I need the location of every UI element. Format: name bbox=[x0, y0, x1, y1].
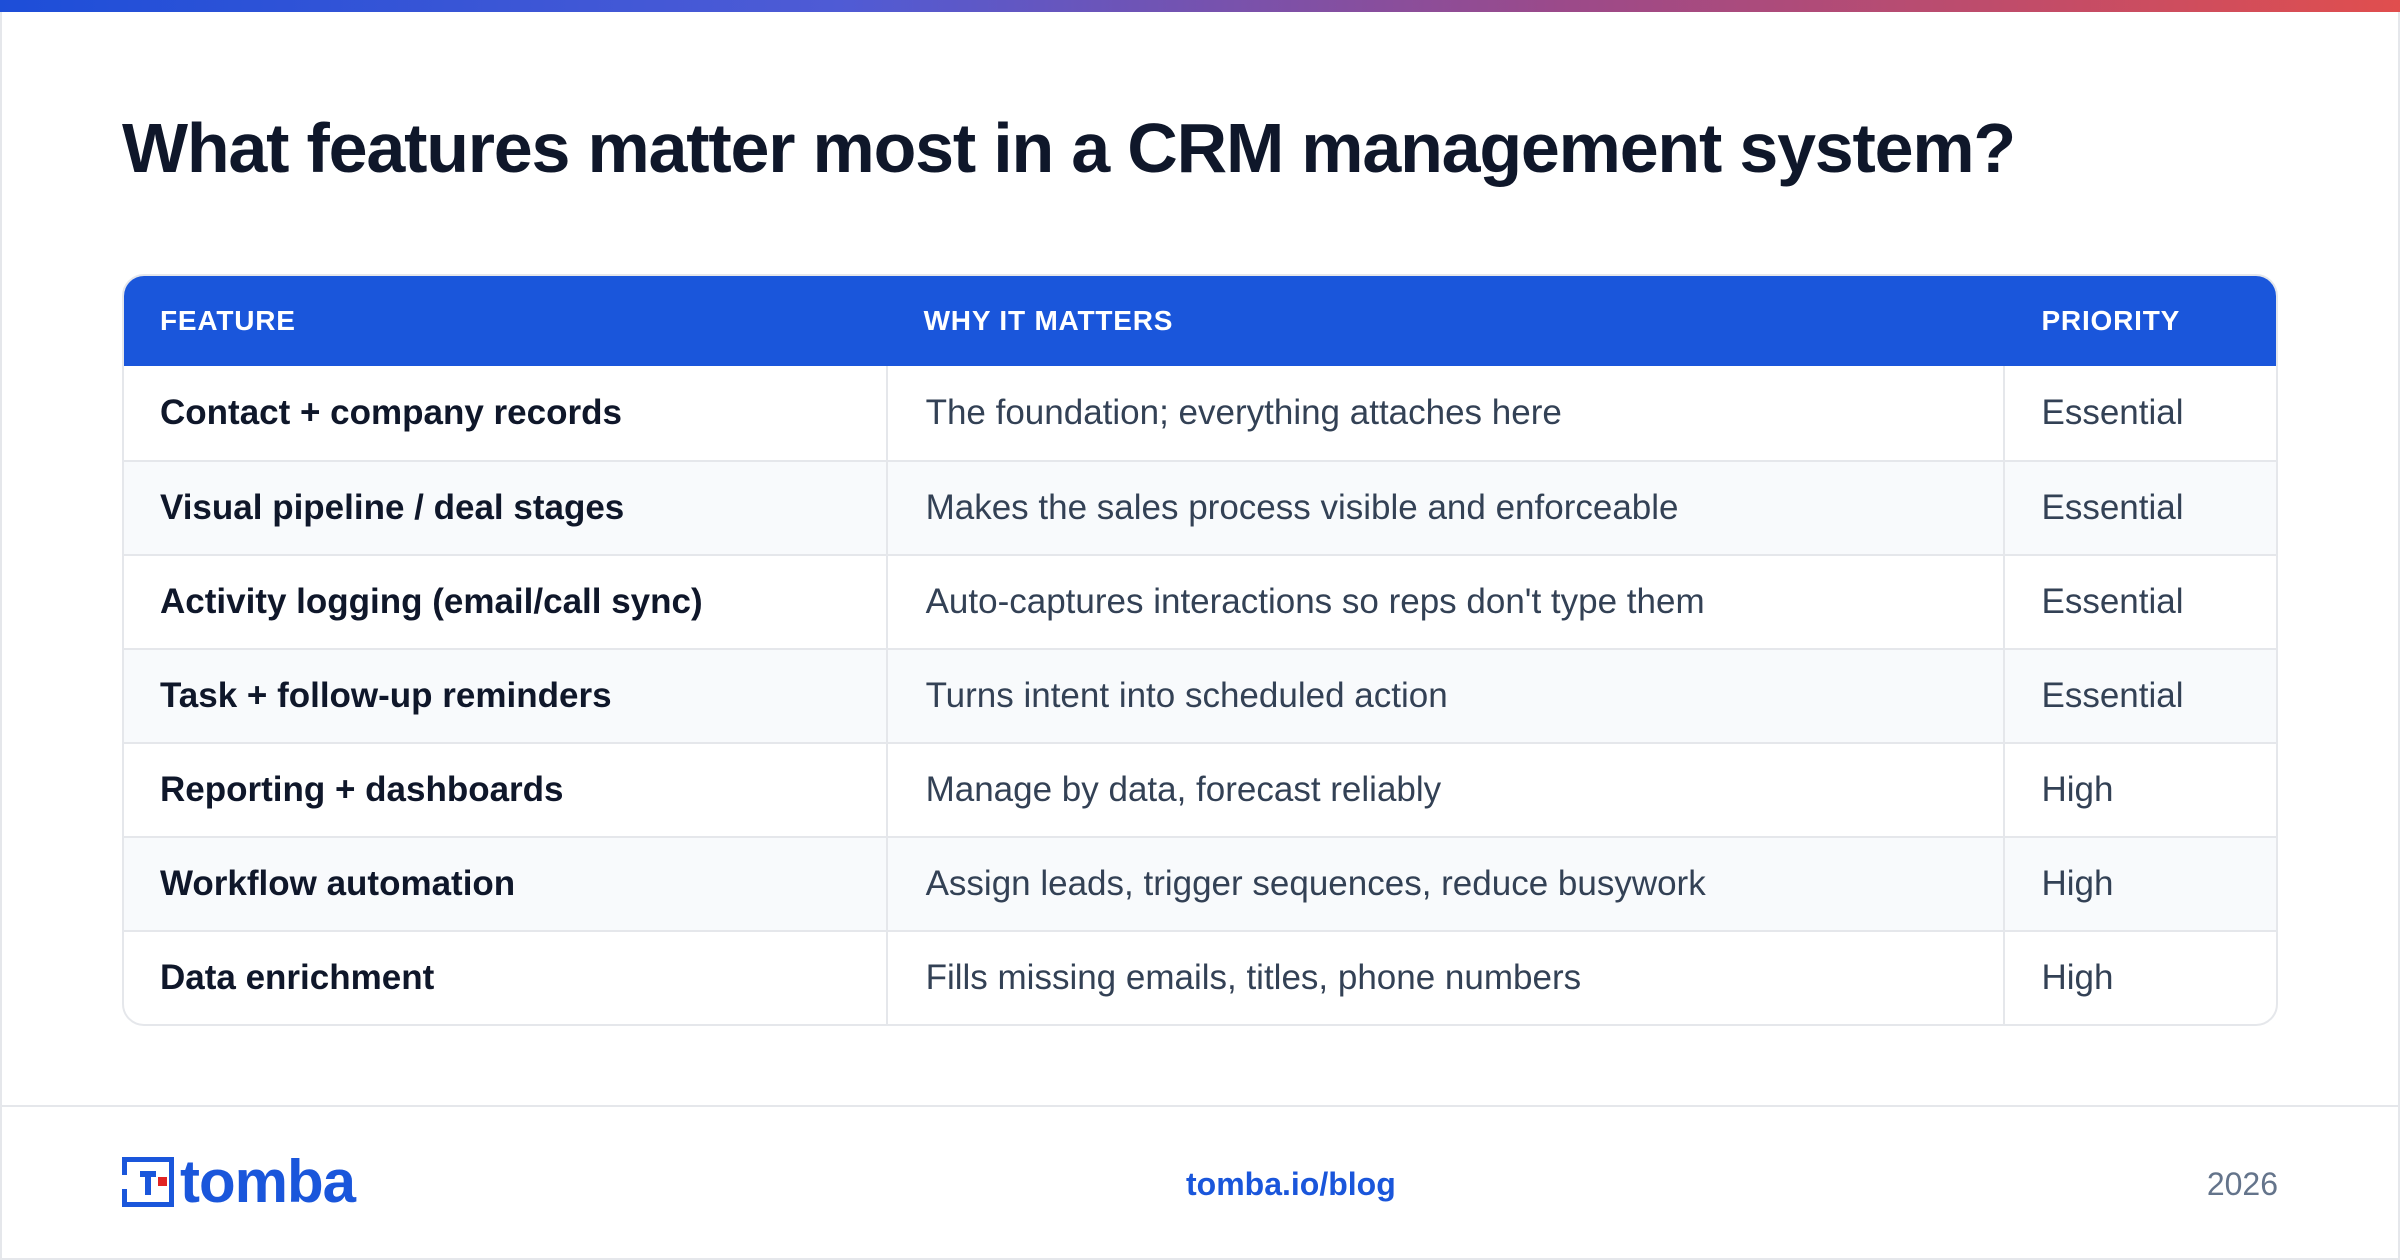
feature-cell: Workflow automation bbox=[124, 838, 888, 930]
table-header: FEATURE WHY IT MATTERS PRIORITY bbox=[124, 276, 2276, 366]
header-priority: PRIORITY bbox=[2041, 305, 2181, 336]
feature-cell: Activity logging (email/call sync) bbox=[124, 556, 888, 648]
blog-link[interactable]: tomba.io/blog bbox=[1186, 1166, 1396, 1202]
feature-cell: Task + follow-up reminders bbox=[124, 650, 888, 742]
priority-cell: Essential bbox=[2041, 488, 2184, 527]
why-cell: Fills missing emails, titles, phone numb… bbox=[888, 932, 2006, 1024]
header-why-it-matters: WHY IT MATTERS bbox=[923, 305, 1174, 336]
why-cell: Makes the sales process visible and enfo… bbox=[888, 462, 2006, 554]
why-cell: Assign leads, trigger sequences, reduce … bbox=[888, 838, 2006, 930]
tomba-logo[interactable]: tomba bbox=[122, 1152, 356, 1212]
why-cell: The foundation; everything attaches here bbox=[888, 366, 2006, 460]
logo-text: tomba bbox=[180, 1148, 356, 1215]
footer-year: 2026 bbox=[2206, 1166, 2278, 1202]
priority-cell: Essential bbox=[2041, 676, 2184, 715]
priority-cell: High bbox=[2041, 958, 2114, 997]
feature-cell: Visual pipeline / deal stages bbox=[124, 462, 888, 554]
why-cell: Turns intent into scheduled action bbox=[888, 650, 2006, 742]
table-row: Reporting + dashboards Manage by data, fo… bbox=[124, 742, 2276, 836]
priority-cell: High bbox=[2041, 864, 2114, 903]
why-cell: Manage by data, forecast reliably bbox=[888, 744, 2006, 836]
priority-cell: High bbox=[2041, 770, 2114, 809]
table-row: Contact + company records The foundation;… bbox=[124, 366, 2276, 460]
table-body: Contact + company records The foundation;… bbox=[124, 366, 2276, 1024]
priority-cell: Essential bbox=[2041, 582, 2184, 621]
page-title: What features matter most in a CRM manag… bbox=[122, 109, 2016, 187]
footer-divider bbox=[0, 1105, 2400, 1107]
tomba-logo-icon bbox=[122, 1157, 174, 1207]
table-row: Visual pipeline / deal stages Makes the s… bbox=[124, 460, 2276, 554]
gradient-top-bar bbox=[0, 0, 2400, 12]
table-row: Activity logging (email/call sync) Auto-c… bbox=[124, 554, 2276, 648]
table-row: Workflow automation Assign leads, trigger… bbox=[124, 836, 2276, 930]
feature-cell: Contact + company records bbox=[124, 366, 888, 460]
why-cell: Auto-captures interactions so reps don't… bbox=[888, 556, 2006, 648]
features-table: FEATURE WHY IT MATTERS PRIORITY Contact … bbox=[122, 274, 2278, 1026]
table-row: Task + follow-up reminders Turns intent i… bbox=[124, 648, 2276, 742]
table-row: Data enrichment Fills missing emails, tit… bbox=[124, 930, 2276, 1024]
priority-cell: Essential bbox=[2041, 393, 2184, 432]
header-feature: FEATURE bbox=[160, 305, 296, 336]
feature-cell: Reporting + dashboards bbox=[124, 744, 888, 836]
feature-cell: Data enrichment bbox=[124, 932, 888, 1024]
